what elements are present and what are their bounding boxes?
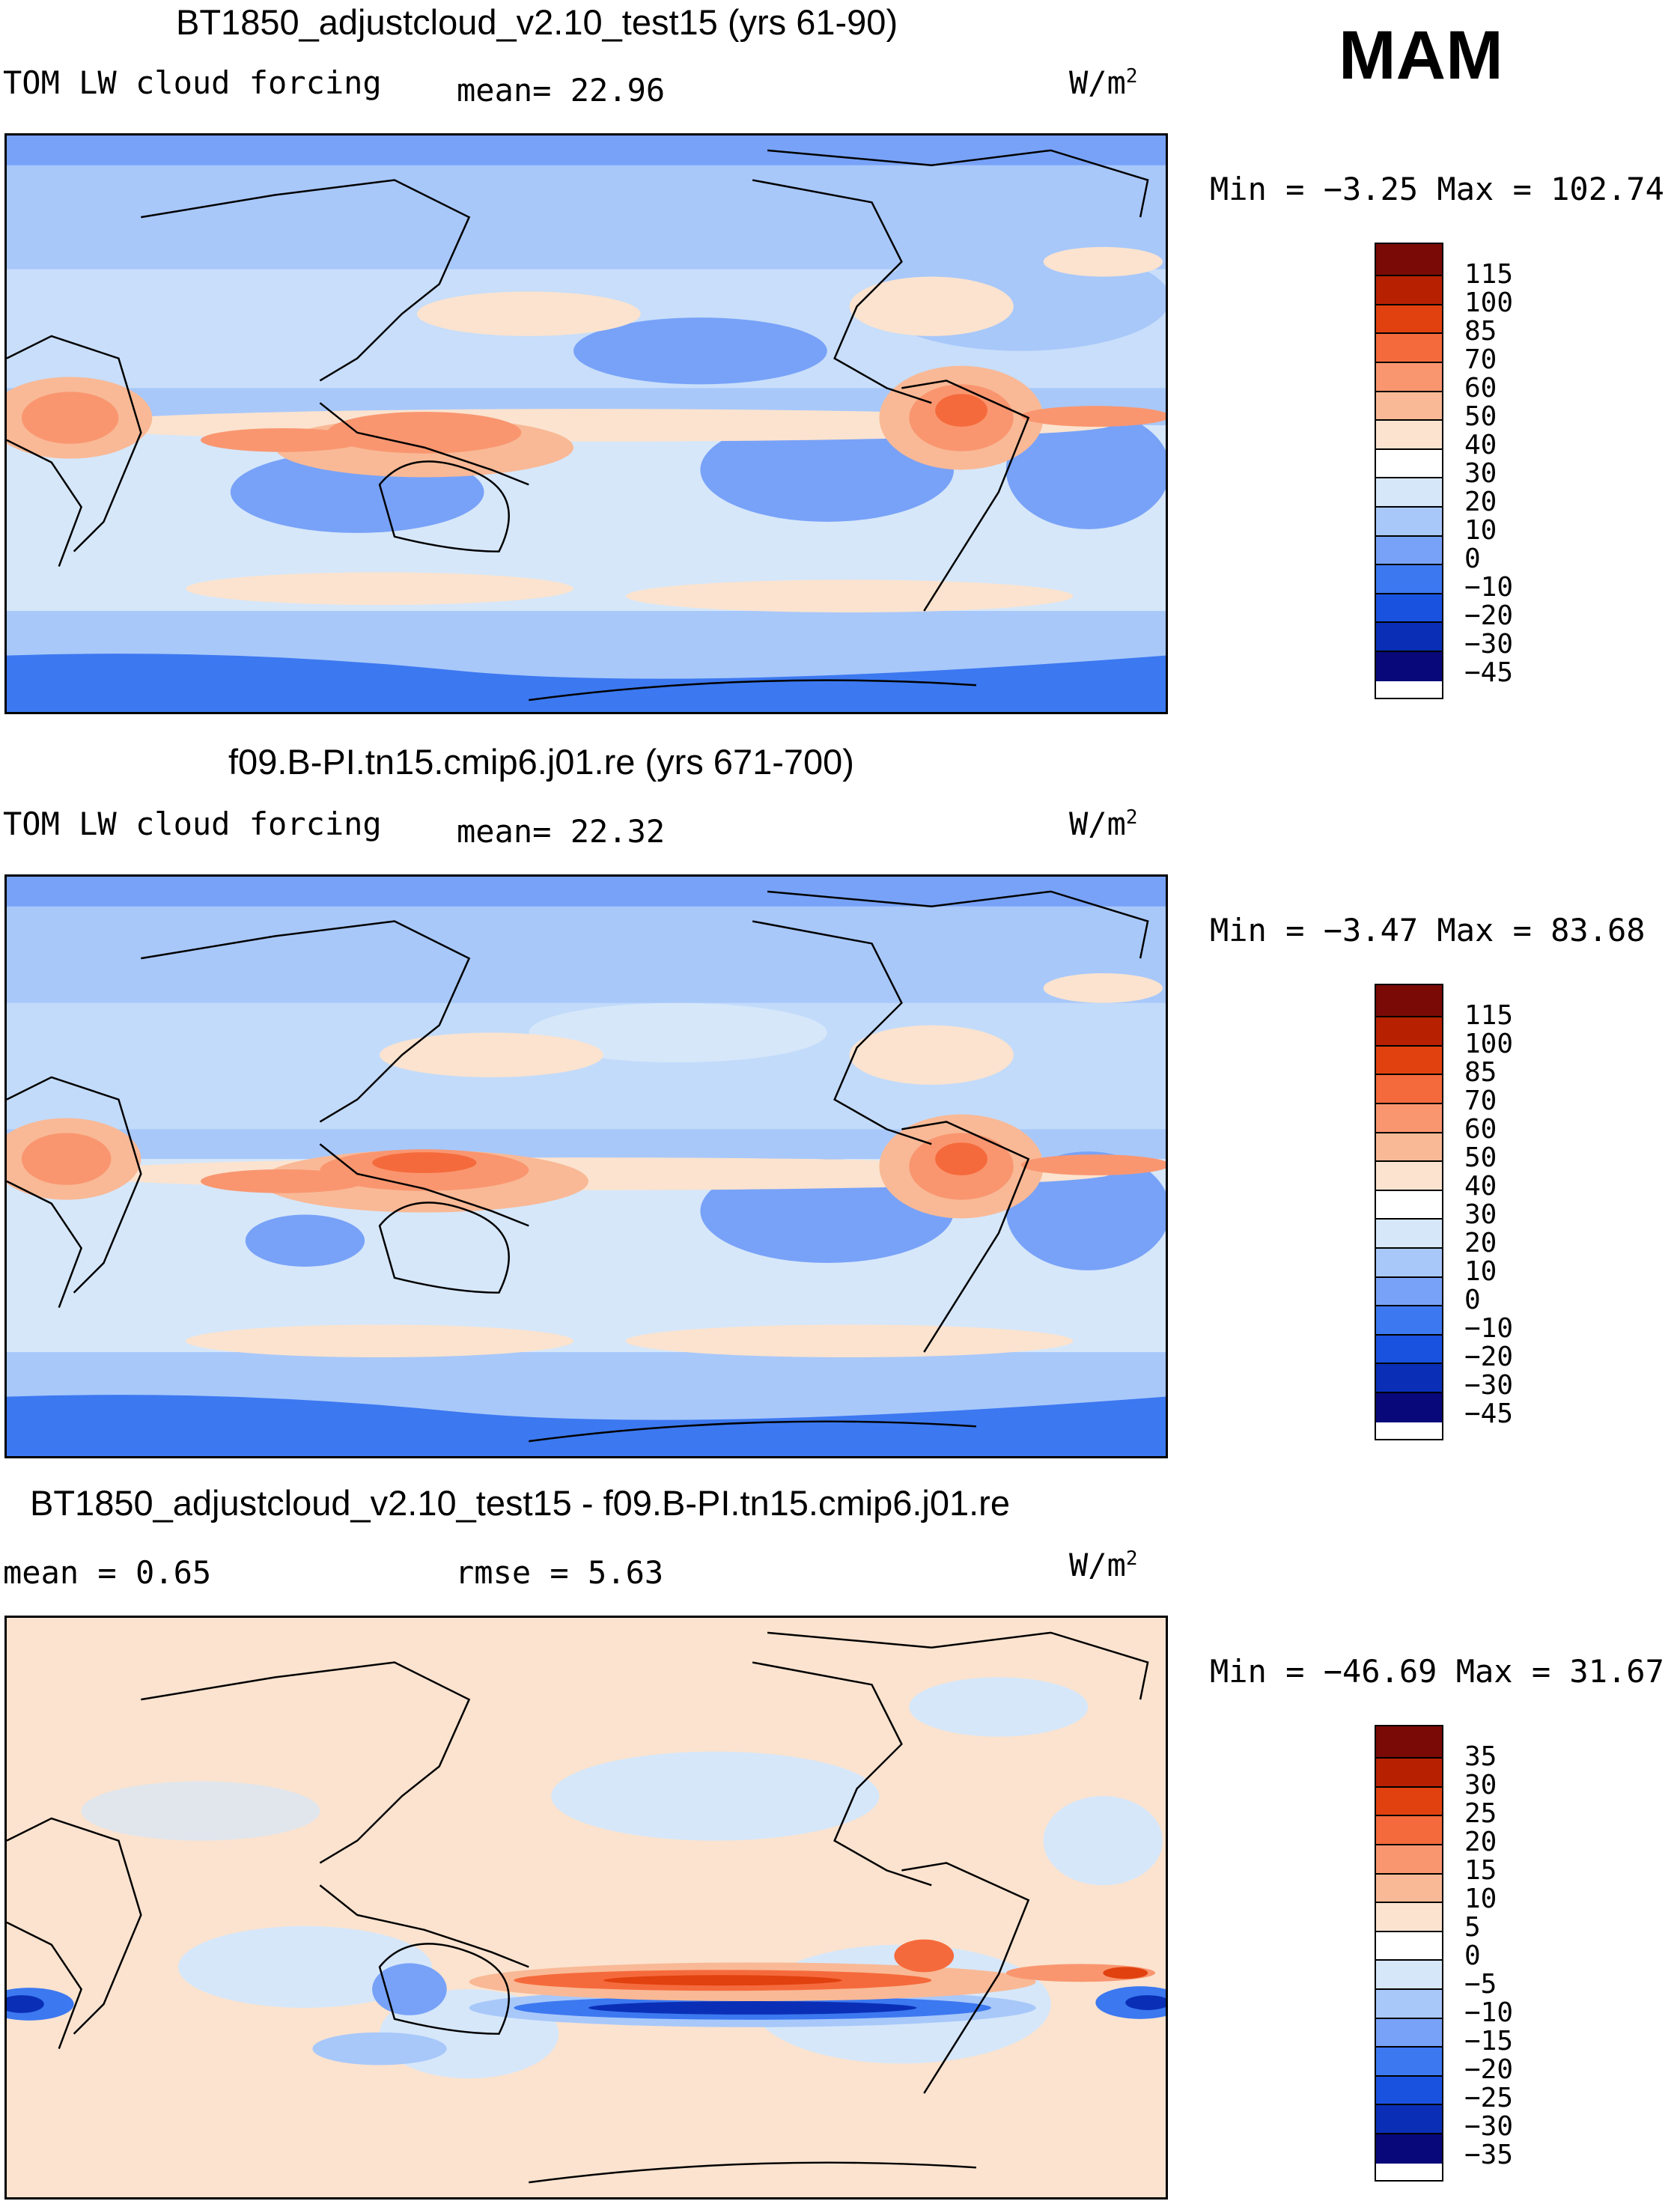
panel-2-mean: mean= 22.32: [457, 813, 666, 850]
colorbar-tick-label: 100: [1464, 1029, 1514, 1059]
colorbar-tick-label: −35: [1464, 2140, 1514, 2170]
panel-3-colorbar: [1375, 1725, 1443, 2182]
panel-1-mean: mean= 22.96: [457, 72, 666, 109]
colorbar-tick-label: 0: [1464, 1940, 1481, 1971]
colorbar-tick-label: 115: [1464, 1000, 1514, 1031]
panel-3-map: [4, 1616, 1168, 2200]
colorbar-tick-label: −10: [1464, 572, 1514, 603]
panel-2-colorbar-labels: 115 100 85 70 60 50 40 30 20 10 0 −10 −2…: [1464, 1002, 1513, 1428]
colorbar-tick-label: 25: [1464, 1798, 1497, 1829]
colorbar-tick-label: 50: [1464, 401, 1497, 432]
panel-1-colorbar: [1375, 243, 1443, 699]
panel-1-minmax: Min = −3.25 Max = 102.74: [1210, 171, 1664, 207]
panel-2-field-label: TOM LW cloud forcing: [3, 806, 382, 842]
colorbar-tick-label: 50: [1464, 1142, 1497, 1173]
colorbar-tick-label: −20: [1464, 600, 1514, 631]
colorbar-tick-label: 20: [1464, 1827, 1497, 1857]
panel-1-map: [4, 133, 1168, 714]
colorbar-tick-label: 115: [1464, 259, 1514, 290]
season-label: MAM: [1339, 17, 1503, 94]
colorbar-tick-label: 100: [1464, 287, 1514, 318]
colorbar-tick-label: 85: [1464, 1057, 1497, 1088]
colorbar-tick-label: 10: [1464, 1884, 1497, 1914]
colorbar-tick-label: −20: [1464, 2054, 1514, 2085]
colorbar-tick-label: 5: [1464, 1912, 1481, 1943]
colorbar-tick-label: 15: [1464, 1855, 1497, 1886]
colorbar-tick-label: 70: [1464, 1086, 1497, 1116]
colorbar-tick-label: 30: [1464, 1770, 1497, 1800]
panel-1-units: W/m2: [1069, 64, 1138, 101]
colorbar-tick-label: 35: [1464, 1741, 1497, 1772]
colorbar-tick-label: −20: [1464, 1342, 1514, 1372]
panel-3-rmse: rmse = 5.63: [455, 1554, 664, 1591]
colorbar-tick-label: −45: [1464, 657, 1514, 688]
panel-1-colorbar-labels: 115 100 85 70 60 50 40 30 20 10 0 −10 −2…: [1464, 261, 1513, 687]
panel-2-title: f09.B-PI.tn15.cmip6.j01.re (yrs 671-700): [228, 742, 854, 782]
colorbar-tick-label: 60: [1464, 1114, 1497, 1145]
colorbar-tick-label: 20: [1464, 487, 1497, 517]
colorbar-tick-label: 70: [1464, 344, 1497, 375]
panel-2-units: W/m2: [1069, 806, 1138, 842]
colorbar-tick-label: 40: [1464, 430, 1497, 460]
colorbar-tick-label: −45: [1464, 1398, 1514, 1429]
colorbar-tick-label: −30: [1464, 629, 1514, 660]
colorbar-tick-label: 30: [1464, 1199, 1497, 1230]
panel-2-colorbar: [1375, 984, 1443, 1440]
colorbar-tick-label: −10: [1464, 1313, 1514, 1344]
colorbar-tick-label: −30: [1464, 1370, 1514, 1401]
panel-1-field-label: TOM LW cloud forcing: [3, 64, 382, 101]
colorbar-tick-label: 60: [1464, 373, 1497, 404]
panel-2-map: [4, 874, 1168, 1458]
colorbar-tick-label: −5: [1464, 1969, 1497, 2000]
panel-3-minmax: Min = −46.69 Max = 31.67: [1210, 1653, 1664, 1690]
colorbar-tick-label: 40: [1464, 1171, 1497, 1202]
colorbar-tick-label: 10: [1464, 515, 1497, 546]
panel-3-mean: mean = 0.65: [3, 1554, 212, 1591]
panel-3-title: BT1850_adjustcloud_v2.10_test15 - f09.B-…: [30, 1483, 1010, 1523]
panel-3-units: W/m2: [1069, 1547, 1138, 1583]
colorbar-tick-label: 30: [1464, 458, 1497, 489]
colorbar-tick-label: −10: [1464, 1997, 1514, 2028]
colorbar-tick-label: −15: [1464, 2026, 1514, 2057]
colorbar-tick-label: −30: [1464, 2111, 1514, 2142]
colorbar-tick-label: 0: [1464, 544, 1481, 574]
colorbar-tick-label: 10: [1464, 1256, 1497, 1287]
colorbar-tick-label: 20: [1464, 1228, 1497, 1258]
panel-1-title: BT1850_adjustcloud_v2.10_test15 (yrs 61-…: [176, 2, 898, 42]
colorbar-tick-label: −25: [1464, 2083, 1514, 2113]
colorbar-tick-label: 0: [1464, 1285, 1481, 1315]
colorbar-tick-label: 85: [1464, 316, 1497, 347]
panel-3-colorbar-labels: 35 30 25 20 15 10 5 0 −5 −10 −15 −20 −25…: [1464, 1743, 1513, 2170]
panel-2-minmax: Min = −3.47 Max = 83.68: [1210, 912, 1646, 949]
